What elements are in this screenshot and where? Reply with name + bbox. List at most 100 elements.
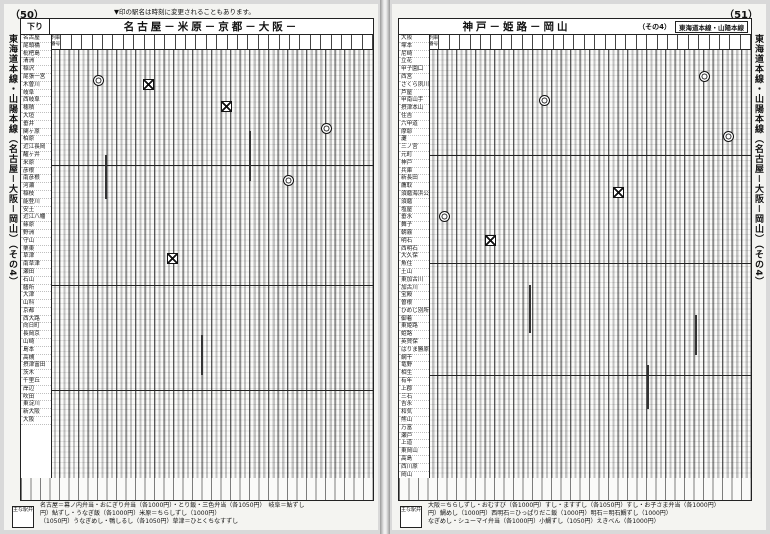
- station-name: 東淀川: [21, 401, 51, 410]
- station-name: 能登川: [21, 199, 51, 207]
- column-header: [626, 35, 637, 49]
- part-label: （その4）: [638, 22, 671, 31]
- station-name: 木曽川: [21, 82, 51, 90]
- station-name: 西大路: [21, 316, 51, 324]
- column-header: [658, 35, 668, 49]
- train-name-tag: [201, 335, 203, 375]
- page-number: （50）: [10, 10, 44, 21]
- column-header: [363, 35, 374, 49]
- terminal-table: [20, 478, 374, 501]
- station-name: 新長田: [399, 175, 429, 184]
- station-name: 彦根: [21, 168, 51, 176]
- station-name: はりま勝原: [399, 346, 429, 355]
- column-header: [491, 35, 502, 49]
- station-name: 熊山: [399, 417, 429, 425]
- station-name: 瀬戸: [399, 433, 429, 441]
- station-name: 穂積: [21, 105, 51, 113]
- column-header: [616, 35, 627, 49]
- notice-text: ▼印の駅名は時刻に変更されることもあります。: [114, 8, 255, 16]
- column-header: [155, 35, 166, 49]
- column-header: [699, 35, 710, 49]
- station-name: 稲枝: [21, 191, 51, 199]
- column-header-row: 列車番号: [429, 35, 752, 50]
- train-name-tag: [647, 365, 649, 409]
- station-name: 明石: [399, 238, 429, 246]
- column-header: [311, 35, 322, 49]
- station-name: 魚住: [399, 261, 429, 269]
- column-header: [574, 35, 585, 49]
- station-name: 向日町: [21, 323, 51, 332]
- station-name: 篠原: [21, 222, 51, 230]
- reserved-mark-icon: [321, 123, 332, 134]
- station-name: 土山: [399, 269, 429, 277]
- station-name: 万富: [399, 425, 429, 433]
- ekiben-line: なぎめし・シューマイ弁当（各1000円）小鯛ずし（1050円）えきべん（各100…: [428, 518, 660, 525]
- reserved-mark-icon: [723, 131, 734, 142]
- station-name: 関ヶ原: [21, 129, 51, 137]
- station-column: 名古屋 尾頭橋 枇杷島 清洲 稲沢 尾張一宮 木曽川 岐阜 西岐阜 穂積 大垣 垂井 関ヶ原 柏原 近江長岡…: [21, 35, 52, 479]
- column-header: [543, 35, 554, 49]
- station-name: 芦屋: [399, 90, 429, 98]
- column-header: [186, 35, 197, 49]
- side-title: 東海道本線・山陽本線（名古屋－大阪－岡山）（その4）: [752, 34, 765, 482]
- station-name: 吹田: [21, 394, 51, 402]
- bento-label: 主な駅弁: [12, 506, 34, 528]
- route-header: 神戸－姫路－岡山 （その4） 東海道本線・山陽本線: [398, 18, 752, 35]
- station-name: 山科: [21, 300, 51, 308]
- reserved-mark-icon: [283, 175, 294, 186]
- ekiben-line: 大阪＝ちらしずし・おむすび（各1000円）すし・ますずし（各1050円）すし・お…: [428, 502, 720, 509]
- station-name: 安土: [21, 207, 51, 215]
- ekiben-line: 名古屋＝幕ノ内弁当・おにぎり弁当（各1000円）・とり飯・三色弁当（各1050円…: [40, 502, 305, 509]
- column-header: [647, 35, 658, 49]
- station-name: 河瀬: [21, 183, 51, 191]
- column-header: [82, 35, 93, 49]
- column-header: [678, 35, 689, 49]
- station-name: 住吉: [399, 113, 429, 121]
- reserved-mark-icon: [699, 71, 710, 82]
- station-name: 六甲道: [399, 121, 429, 129]
- column-header: [730, 35, 741, 49]
- station-name: 西岐阜: [21, 97, 51, 106]
- column-header: [248, 35, 259, 49]
- column-header: [523, 35, 533, 49]
- station-name: 京都: [21, 308, 51, 316]
- station-name: 名古屋: [21, 35, 51, 43]
- column-header: [300, 35, 311, 49]
- station-name: 鷹取: [399, 183, 429, 191]
- left-page: （50） ▼印の駅名は時刻に変更されることもあります。 下り 名古屋－米原－京都…: [4, 4, 378, 530]
- column-header: [450, 35, 461, 49]
- column-header: [585, 35, 596, 49]
- section-rule: [51, 390, 373, 391]
- column-header: [554, 35, 565, 49]
- column-header: [207, 35, 218, 49]
- train-name-tag: [529, 285, 531, 333]
- station-name: 有年: [399, 378, 429, 386]
- station-name: 垂水: [399, 214, 429, 223]
- column-header: [145, 35, 155, 49]
- route-header: 下り 名古屋－米原－京都－大阪－: [20, 18, 374, 35]
- side-title-text: 東海道本線・山陽本線（名古屋－大阪－岡山）（その4）: [753, 34, 763, 287]
- station-name: 岸辺: [21, 386, 51, 394]
- column-header: [134, 35, 145, 49]
- column-header: [269, 35, 280, 49]
- column-header: [689, 35, 700, 49]
- column-header: [342, 35, 353, 49]
- station-name: 加古川: [399, 285, 429, 293]
- reserved-mark-icon: [93, 75, 104, 86]
- station-name: 南彦根: [21, 175, 51, 184]
- column-header: [238, 35, 249, 49]
- column-header: 列車番号: [51, 35, 62, 49]
- station-name: 千里丘: [21, 378, 51, 386]
- station-name: 甲子園口: [399, 66, 429, 74]
- station-name: 尼崎: [399, 51, 429, 59]
- side-title-text: 東海道本線・山陽本線（名古屋－大阪－岡山）（その4）: [7, 34, 17, 287]
- station-name: 栗東: [21, 246, 51, 254]
- timetable-grid: 列車番号 大阪 塚本 尼崎 立花 甲子園口 西宮 さくら夙川 芦屋 甲南山手 摂津本山 住吉 六甲道摩…: [398, 34, 752, 480]
- station-name: 清洲: [21, 58, 51, 67]
- station-name: 尾頭橋: [21, 43, 51, 51]
- column-header: [72, 35, 83, 49]
- page-number: （51）: [724, 10, 758, 21]
- station-name: 塚本: [399, 43, 429, 51]
- station-name: 摂津本山: [399, 105, 429, 113]
- column-header: [165, 35, 176, 49]
